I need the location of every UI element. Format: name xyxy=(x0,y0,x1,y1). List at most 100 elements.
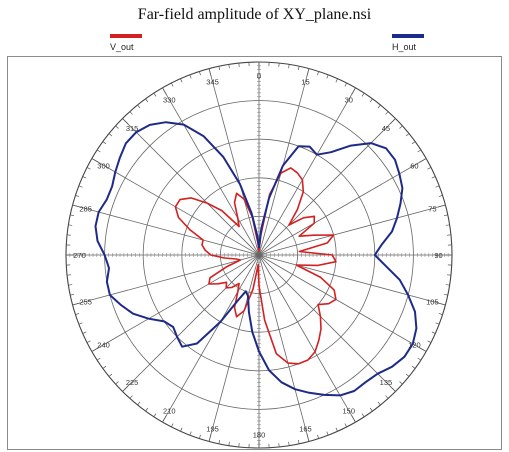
grid-tick xyxy=(129,111,133,115)
grid-tick xyxy=(68,224,73,226)
grid-tick xyxy=(82,331,87,334)
grid-tick xyxy=(351,87,356,95)
angle-tick-label: 300 xyxy=(97,161,110,170)
angle-tick-label: 210 xyxy=(163,406,176,415)
grid-tick xyxy=(115,381,119,385)
grid-tick xyxy=(72,302,81,306)
grid-tick xyxy=(399,125,403,129)
grid-tick xyxy=(72,204,81,208)
angle-tick-label: 225 xyxy=(126,378,139,387)
grid-tick xyxy=(189,74,192,79)
grid-spoke xyxy=(258,118,396,256)
grid-tick xyxy=(335,427,338,432)
angle-tick-label: 75 xyxy=(428,205,436,214)
grid-tick xyxy=(82,176,87,179)
grid-tick xyxy=(68,284,73,286)
grid-tick xyxy=(228,64,230,69)
grid-spoke xyxy=(258,254,310,442)
legend-label-v-out: V_out xyxy=(110,42,134,52)
grid-tick xyxy=(145,98,149,103)
grid-tick xyxy=(369,98,373,103)
angle-tick-label: 255 xyxy=(79,297,92,306)
grid-tick xyxy=(399,381,403,385)
angle-tick-label: 0 xyxy=(257,72,261,81)
grid-tick xyxy=(335,78,338,83)
grid-tick xyxy=(122,385,129,392)
grid-tick xyxy=(417,357,422,361)
grid-tick xyxy=(70,293,75,296)
grid-tick xyxy=(385,111,389,115)
grid-tick xyxy=(86,340,91,343)
grid-spoke xyxy=(258,254,356,423)
grid-tick xyxy=(199,434,201,439)
grid-tick xyxy=(153,92,157,97)
grid-spoke xyxy=(258,68,310,256)
grid-tick xyxy=(102,141,107,145)
grid-tick xyxy=(129,395,133,399)
grid-tick xyxy=(102,365,107,369)
angle-tick-label: 180 xyxy=(253,430,266,439)
grid-tick xyxy=(145,407,149,412)
angle-tick-label: 270 xyxy=(73,251,86,260)
grid-tick xyxy=(443,214,448,217)
chart-title: Far-field amplitude of XY_plane.nsi xyxy=(137,6,372,23)
grid-tick xyxy=(411,365,416,369)
grid-tick xyxy=(208,68,212,77)
grid-tick xyxy=(435,185,440,188)
grid-tick xyxy=(171,423,174,428)
grid-spoke xyxy=(258,254,427,352)
grid-tick xyxy=(385,395,389,399)
grid-tick xyxy=(86,167,91,170)
angle-tick-label: 120 xyxy=(408,341,421,350)
grid-tick xyxy=(443,293,448,296)
angle-tick-label: 195 xyxy=(206,424,219,433)
grid-tick xyxy=(306,68,310,77)
grid-spoke xyxy=(162,87,260,256)
grid-tick xyxy=(228,441,230,446)
angle-tick-label: 105 xyxy=(426,297,439,306)
grid-tick xyxy=(199,71,201,76)
grid-spoke xyxy=(122,254,260,392)
legend-label-h-out: H_out xyxy=(392,42,417,52)
grid-tick xyxy=(361,413,365,418)
angle-tick-label: 135 xyxy=(380,378,393,387)
polar-plot: 0 15 30 45 60 75 90 105 120 135 150 165 180 195 210 225… xyxy=(65,61,453,449)
angle-tick-label: 45 xyxy=(382,124,390,133)
grid-tick xyxy=(405,133,410,137)
series-v-out-line xyxy=(174,167,337,365)
grid-tick xyxy=(297,66,300,71)
grid-tick xyxy=(137,401,141,406)
grid-tick xyxy=(419,347,427,352)
angle-tick-label: 315 xyxy=(126,124,139,133)
grid-spoke xyxy=(162,254,260,423)
grid-spoke xyxy=(258,158,427,256)
grid-spoke xyxy=(258,204,446,256)
grid-tick xyxy=(427,340,432,343)
plot-frame xyxy=(7,56,502,450)
angle-tick-label: 60 xyxy=(410,161,418,170)
grid-tick xyxy=(78,322,83,325)
grid-tick xyxy=(91,158,99,163)
grid-tick xyxy=(75,313,80,315)
grid-tick xyxy=(137,104,141,109)
grid-tick xyxy=(108,133,113,137)
grid-spoke xyxy=(72,254,260,306)
angle-tick-label: 150 xyxy=(342,406,355,415)
grid-tick xyxy=(445,284,450,286)
grid-tick xyxy=(377,401,381,406)
grid-tick xyxy=(344,82,347,87)
grid-tick xyxy=(288,64,290,69)
grid-tick xyxy=(317,434,319,439)
grid-tick xyxy=(419,158,427,163)
grid-spoke xyxy=(72,204,260,256)
grid-tick xyxy=(162,415,167,423)
grid-tick xyxy=(78,185,83,188)
grid-spoke xyxy=(208,68,260,256)
grid-tick xyxy=(326,74,329,79)
grid-tick xyxy=(180,427,183,432)
grid-tick xyxy=(288,441,290,446)
grid-tick xyxy=(122,118,129,125)
grid-tick xyxy=(297,439,300,444)
grid-tick xyxy=(437,302,446,306)
angle-tick-label: 15 xyxy=(301,78,309,87)
